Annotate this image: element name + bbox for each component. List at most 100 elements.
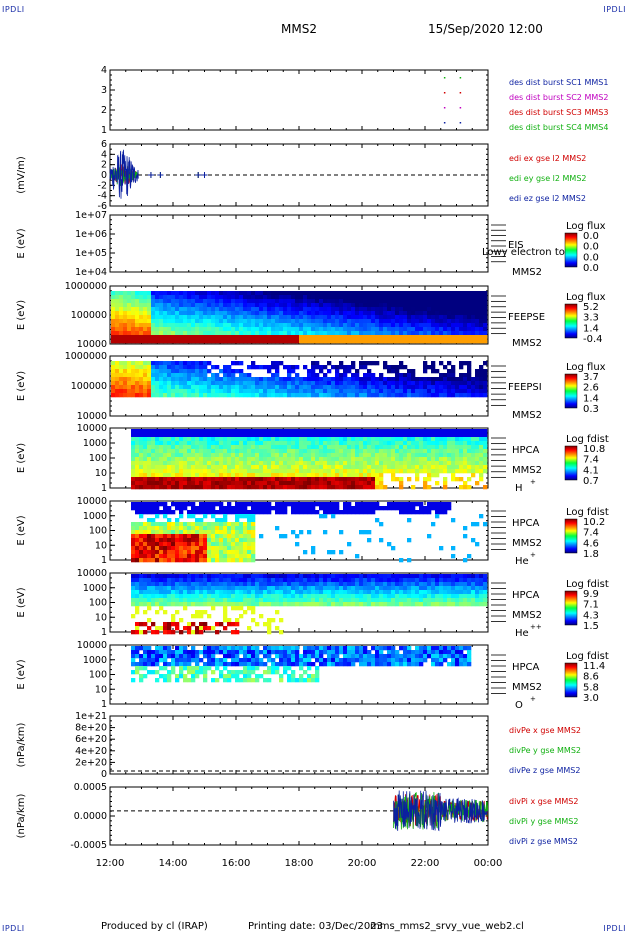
- spectrogram-cell: [203, 526, 208, 531]
- spectrogram-cell: [439, 303, 444, 308]
- spectrogram-cell: [135, 477, 140, 482]
- spectrogram-cell: [375, 377, 380, 382]
- spectrogram-cell: [195, 457, 200, 462]
- spectrogram-cell: [223, 291, 228, 296]
- spectrogram-cell: [167, 522, 172, 527]
- spectrogram-cell: [259, 335, 264, 340]
- spectrogram-cell: [199, 323, 204, 328]
- spectrogram-cell: [131, 594, 136, 599]
- spectrogram-cell: [395, 461, 400, 466]
- spectrogram-cell: [223, 477, 228, 482]
- spectrogram-cell: [227, 437, 232, 442]
- spectrogram-cell: [183, 473, 188, 478]
- spectrogram-cell: [231, 311, 236, 316]
- spectrogram-cell: [391, 502, 396, 507]
- spectrogram-cell: [351, 299, 356, 304]
- spectrogram-cell: [287, 331, 292, 336]
- spectrogram-cell: [451, 477, 456, 482]
- spectrogram-cell: [359, 303, 364, 308]
- spectrogram-cell: [155, 610, 160, 615]
- spectrogram-cell: [155, 514, 160, 519]
- spectrogram-cell: [163, 630, 168, 635]
- spectrogram-cell: [175, 461, 180, 466]
- spectrogram-cell: [387, 445, 392, 450]
- spectrogram-cell: [451, 339, 456, 344]
- spectrogram-cell: [363, 323, 368, 328]
- spectrogram-cell: [411, 303, 416, 308]
- y-tick-label: 1: [101, 483, 107, 494]
- spectrogram-cell: [251, 319, 256, 324]
- spectrogram-cell: [155, 594, 160, 599]
- spectrogram-cell: [187, 514, 192, 519]
- spectrogram-cell: [355, 373, 360, 378]
- spectrogram-cell: [167, 385, 172, 390]
- spectrogram-cell: [199, 429, 204, 434]
- spectrogram-cell: [183, 377, 188, 382]
- spectrogram-cell: [215, 303, 220, 308]
- spectrogram-cell: [323, 335, 328, 340]
- spectrogram-cell: [179, 365, 184, 370]
- spectrogram-cell: [151, 445, 156, 450]
- spectrogram-cell: [447, 373, 452, 378]
- spectrogram-cell: [255, 502, 260, 507]
- spectrogram-cell: [335, 429, 340, 434]
- spectrogram-cell: [387, 377, 392, 382]
- spectrogram-cell: [475, 303, 480, 308]
- spectrogram-cell: [135, 610, 140, 615]
- spectrogram-cell: [151, 393, 156, 398]
- spectrogram-cell: [255, 319, 260, 324]
- spectrogram-cell: [227, 381, 232, 386]
- spectrogram-cell: [187, 433, 192, 438]
- spectrogram-cell: [147, 323, 152, 328]
- spectrogram-cell: [439, 373, 444, 378]
- spectrogram-cell: [315, 437, 320, 442]
- spectrogram-cell: [127, 319, 132, 324]
- spectrogram-cell: [275, 327, 280, 332]
- y-axis-label: E (eV): [16, 443, 27, 473]
- spectrogram-cell: [151, 389, 156, 394]
- spectrogram-cell: [315, 465, 320, 470]
- spectrogram-cell: [271, 453, 276, 458]
- spectrogram-cell: [143, 590, 148, 595]
- spectrogram-cell: [423, 361, 428, 366]
- spectrogram-cell: [403, 453, 408, 458]
- spectrogram-cell: [419, 295, 424, 300]
- spectrogram-cell: [175, 335, 180, 340]
- spectrogram-cell: [155, 315, 160, 320]
- spectrogram-cell: [355, 449, 360, 454]
- spectrogram-cell: [187, 393, 192, 398]
- spectrogram-cell: [407, 307, 412, 312]
- spectrogram-cell: [115, 361, 120, 366]
- spectrogram-cell: [143, 558, 148, 563]
- spectrogram-cell: [307, 530, 312, 535]
- spectrogram-cell: [255, 307, 260, 312]
- spectrogram-cell: [219, 506, 224, 511]
- spectrogram-cell: [371, 339, 376, 344]
- spectrogram-cell: [471, 291, 476, 296]
- spectrogram-cell: [407, 311, 412, 316]
- spectrogram-cell: [415, 433, 420, 438]
- spectrogram-cell: [159, 381, 164, 386]
- spectrogram-cell: [299, 465, 304, 470]
- spectrogram-cell: [231, 453, 236, 458]
- spectrogram-cell: [375, 323, 380, 328]
- spectrogram-cell: [343, 365, 348, 370]
- spectrogram-cell: [299, 303, 304, 308]
- spectrogram-cell: [251, 506, 256, 511]
- spectrogram-cell: [179, 303, 184, 308]
- spectrogram-cell: [199, 534, 204, 539]
- spectrogram-cell: [255, 510, 260, 515]
- spectrogram-cell: [275, 299, 280, 304]
- spectrogram-cell: [483, 429, 488, 434]
- spectrogram-cell: [303, 335, 308, 340]
- spectrogram-cell: [331, 457, 336, 462]
- spectrogram-cell: [187, 319, 192, 324]
- spectrogram-cell: [195, 481, 200, 486]
- spectrogram-cell: [187, 369, 192, 374]
- spectrogram-cell: [303, 365, 308, 370]
- spectrogram-cell: [467, 453, 472, 458]
- spectrogram-cell: [135, 327, 140, 332]
- spectrogram-cell: [199, 481, 204, 486]
- spectrogram-cell: [435, 449, 440, 454]
- spectrogram-cell: [187, 445, 192, 450]
